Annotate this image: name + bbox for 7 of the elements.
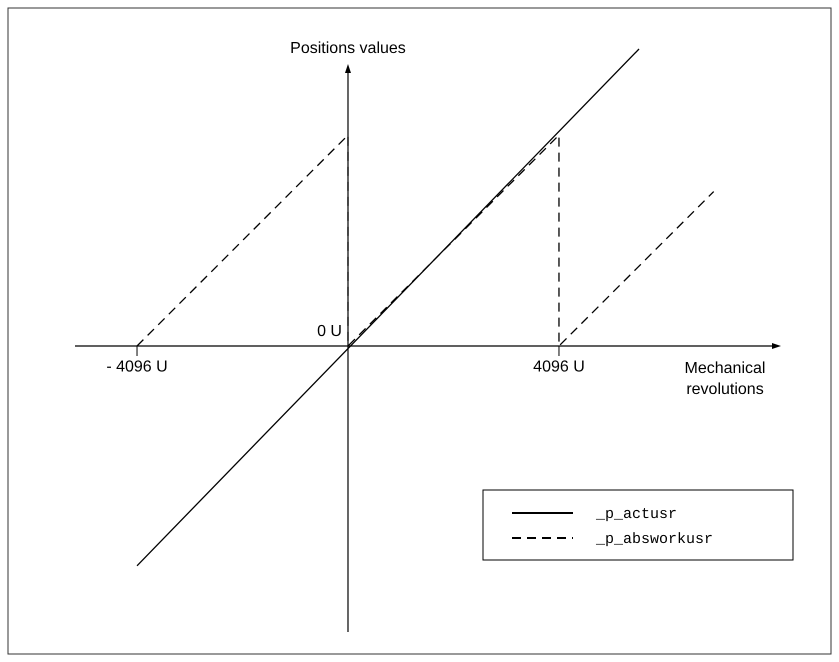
legend-label: _p_absworkusr xyxy=(595,531,714,548)
x-tick-label: 4096 U xyxy=(533,358,585,376)
x-tick-label: - 4096 U xyxy=(106,358,168,376)
legend-label: _p_actusr xyxy=(595,506,678,523)
x-axis-title: Mechanical revolutions xyxy=(684,360,766,398)
y-axis-title: Positions values xyxy=(290,40,406,57)
annotation: 0 U xyxy=(317,323,342,340)
